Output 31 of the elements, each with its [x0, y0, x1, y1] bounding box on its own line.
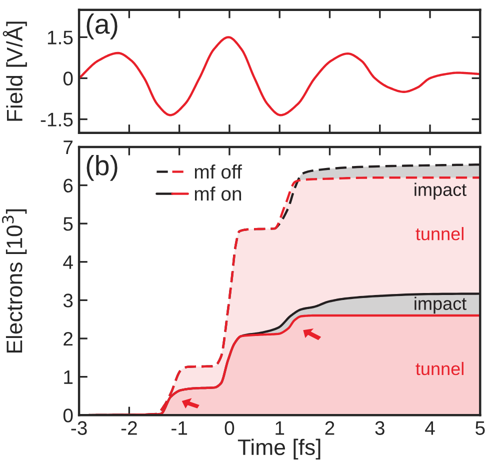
y-tick-label: 1 [64, 370, 73, 384]
annotation: impact [414, 182, 466, 200]
y-axis-title: Electrons [10$^{3}$] [2, 209, 27, 353]
legend-label: mf off [194, 164, 242, 179]
annotation: (b) [86, 154, 118, 181]
y-tick-label: 6 [64, 178, 73, 192]
y-tick-label: 4 [63, 256, 73, 269]
annotation: tunnel [416, 227, 464, 240]
y-tick-label: -1.5 [40, 112, 73, 126]
x-tick-label: 0 [224, 421, 234, 435]
y-tick-label: 3 [63, 294, 73, 308]
x-axis-title: Time [fs] [238, 438, 320, 460]
x-tick-label: 1 [276, 421, 284, 435]
y-tick-label: 1.5 [48, 30, 73, 44]
annotation: tunnel [416, 362, 464, 376]
y-axis-title: Field [V/Å] [2, 22, 27, 121]
annotation: impact [414, 296, 466, 314]
x-tick-label: -1 [172, 421, 188, 435]
x-tick-label: 2 [325, 421, 334, 435]
legend-label: mf on [194, 186, 242, 201]
y-tick-label: 2 [64, 332, 73, 346]
x-tick-label: 3 [375, 421, 384, 435]
annotation: (a) [86, 14, 118, 40]
y-tick-label: 0 [63, 408, 73, 422]
x-tick-label: 4 [425, 421, 435, 435]
x-tick-label: -2 [121, 421, 137, 435]
y-tick-label: 7 [64, 140, 73, 154]
x-tick-label: 5 [476, 421, 485, 435]
x-tick-label: -3 [71, 421, 87, 435]
y-tick-label: 5 [63, 217, 73, 231]
y-tick-label: 0 [63, 72, 73, 86]
